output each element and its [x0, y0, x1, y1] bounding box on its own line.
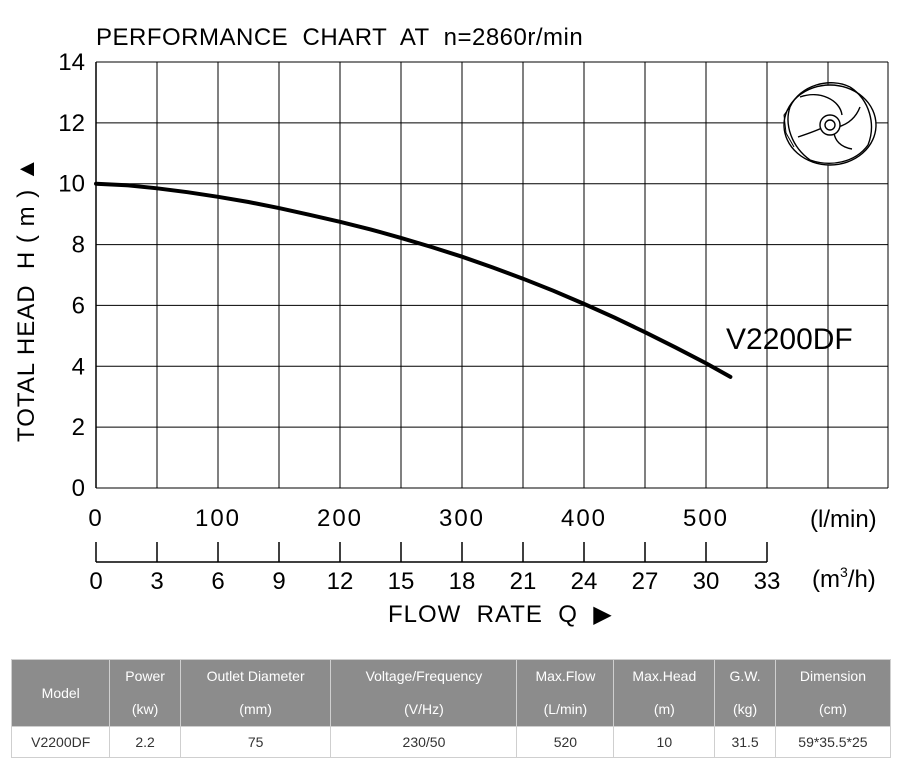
header-cell: Outlet Diameter (mm)	[179, 659, 332, 727]
x-tick-label-m3h: 0	[89, 568, 102, 595]
table-cell: 230/50	[330, 726, 518, 758]
x-tick-label-m3h: 21	[510, 568, 537, 595]
table-cell: 2.2	[109, 726, 181, 758]
header-label: Voltage/Frequency	[365, 668, 483, 684]
x-tick-label-lmin: 200	[317, 505, 363, 532]
header-unit: (kw)	[131, 701, 159, 717]
header-label: Max.Flow	[535, 668, 596, 684]
header-cell: Max.Head (m)	[613, 659, 716, 727]
impeller-icon	[783, 82, 877, 166]
table-cell: V2200DF	[10, 726, 111, 758]
y-tick-label: 6	[72, 292, 85, 319]
x-tick-label-m3h: 6	[211, 568, 224, 595]
header-cell: Dimension (cm)	[774, 659, 892, 727]
x-tick-label-lmin: 500	[683, 505, 729, 532]
table-cell: 31.5	[714, 726, 776, 758]
header-unit: (kg)	[733, 701, 758, 717]
grid-lines	[95, 61, 889, 489]
header-label: Model	[41, 684, 80, 701]
x-axis-label: FLOW RATE Q ▶	[388, 601, 613, 628]
header-label: Dimension	[799, 668, 866, 684]
x-tick-label-m3h: 33	[754, 568, 781, 595]
y-tick-label: 12	[58, 110, 85, 137]
header-label: Max.Head	[632, 668, 697, 684]
x-tick-label-m3h: 24	[571, 568, 598, 595]
x-tick-labels-lmin: 0 100 200 300 400 500	[88, 505, 729, 532]
x-tick-label-m3h: 30	[693, 568, 720, 595]
header-unit: (L/min)	[543, 701, 588, 717]
spec-table: Model Power (kw) Outlet Diameter (mm) Voltage…	[10, 659, 892, 758]
header-label: Outlet Diameter	[206, 668, 305, 684]
performance-chart: PERFORMANCE CHART AT n=2860r/min 0246810…	[13, 24, 889, 628]
x-tick-label-m3h: 9	[272, 568, 285, 595]
y-tick-labels: 0 2 4 6 8 10 12 14	[58, 49, 85, 502]
x-tick-label-m3h: 15	[388, 568, 415, 595]
x-tick-labels-m3h: 0 3 6 9 12 15 18 21 24 27 30 33	[89, 568, 780, 595]
header-unit: (V/Hz)	[404, 701, 444, 717]
x-tick-label-m3h: 27	[632, 568, 659, 595]
y-axis-label: TOTAL HEAD H ( m ) ▲	[13, 156, 40, 442]
x-unit-lmin: (l/min)	[810, 506, 877, 533]
header-label: G.W.	[729, 668, 761, 684]
header-cell: Power (kw)	[109, 659, 181, 727]
y-tick-label: 14	[58, 49, 85, 76]
x-tick-label-lmin: 300	[439, 505, 485, 532]
header-cell: Model	[10, 659, 111, 727]
y-tick-label: 2	[72, 414, 85, 441]
header-cell: Max.Flow (L/min)	[516, 659, 615, 727]
header-unit: (cm)	[818, 701, 847, 717]
header-unit: (mm)	[239, 701, 272, 717]
x-tick-label-lmin: 100	[195, 505, 241, 532]
header-unit: (m)	[653, 701, 675, 717]
header-cell: Voltage/Frequency (V/Hz)	[330, 659, 518, 727]
x-tick-label-m3h: 12	[327, 568, 354, 595]
chart-title: PERFORMANCE CHART AT n=2860r/min	[96, 24, 583, 51]
table-cell: 59*35.5*25	[774, 726, 892, 758]
header-label: Power	[125, 668, 165, 684]
table-cell: 75	[179, 726, 332, 758]
secondary-x-axis	[95, 542, 768, 563]
x-tick-label-m3h: 3	[150, 568, 163, 595]
x-tick-label-lmin: 0	[88, 505, 103, 532]
table-row: V2200DF 2.2 75 230/50 520 10 31.5 59*35.5*25	[10, 726, 892, 758]
table-cell: 10	[613, 726, 716, 758]
series-line-v2200df	[94, 181, 733, 379]
header-cell: G.W. (kg)	[714, 659, 776, 727]
series-label: V2200DF	[726, 323, 853, 356]
x-tick-label-lmin: 400	[561, 505, 607, 532]
table-cell: 520	[516, 726, 615, 758]
y-tick-label: 4	[72, 353, 85, 380]
spec-table-header: Model Power (kw) Outlet Diameter (mm) Voltage…	[10, 659, 892, 727]
y-tick-label: 0	[72, 475, 85, 502]
y-tick-label: 10	[58, 171, 85, 198]
x-tick-label-m3h: 18	[449, 568, 476, 595]
y-tick-label: 8	[72, 232, 85, 259]
x-unit-m3h: (m3/h)	[812, 564, 876, 593]
